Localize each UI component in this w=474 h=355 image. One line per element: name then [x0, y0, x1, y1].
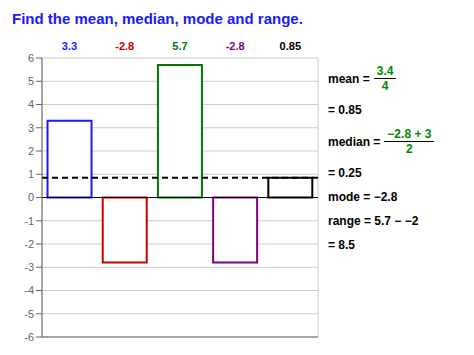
- html-text:−2.8 + 3: −2.8 + 3: [387, 127, 432, 141]
- html-text:= 0.25: = 0.25: [328, 166, 362, 180]
- svg-text:6: 6: [28, 52, 34, 64]
- html-text:2: 2: [406, 142, 413, 156]
- html-text:mean =: mean =: [328, 71, 370, 86]
- svg-text:5: 5: [28, 75, 34, 87]
- svg-text:-5: -5: [24, 308, 34, 320]
- html-text:Find the mean, median, mode an: Find the mean, median, mode and range.: [12, 10, 303, 27]
- svg-text:5.7: 5.7: [172, 40, 187, 52]
- svg-text:-4: -4: [24, 284, 34, 296]
- svg-text:-3: -3: [24, 261, 34, 273]
- svg-text:2: 2: [28, 145, 34, 157]
- html-text:range = 5.7 − −2: range = 5.7 − −2: [328, 214, 419, 228]
- svg-text:1: 1: [28, 168, 34, 180]
- html-text:4: 4: [381, 79, 389, 93]
- svg-text:-2: -2: [24, 238, 34, 250]
- svg-text:4: 4: [28, 98, 34, 110]
- svg-text:-2.8: -2.8: [115, 40, 134, 52]
- svg-text:0.85: 0.85: [280, 40, 301, 52]
- html-text:= 0.85: = 0.85: [328, 103, 362, 117]
- svg-text:3.3: 3.3: [62, 40, 77, 52]
- html-text:= 8.5: = 8.5: [328, 238, 355, 252]
- svg-text:-6: -6: [24, 331, 34, 343]
- html-text:median =: median =: [328, 134, 381, 149]
- svg-text:0: 0: [28, 191, 34, 203]
- svg-text:-1: -1: [24, 215, 34, 227]
- html-text:mode = −2.8: mode = −2.8: [328, 190, 398, 204]
- svg-text:-2.8: -2.8: [226, 40, 245, 52]
- html-text:3.4: 3.4: [376, 64, 394, 78]
- svg-text:3: 3: [28, 122, 34, 134]
